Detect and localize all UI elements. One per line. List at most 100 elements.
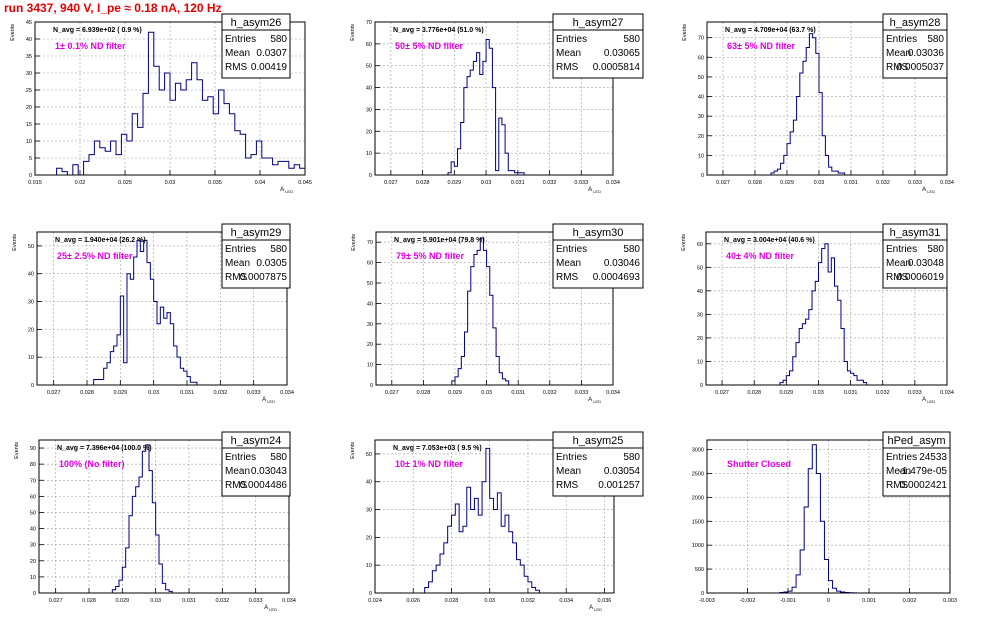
stats-value: 580 bbox=[623, 244, 640, 255]
stats-box bbox=[882, 431, 951, 497]
y-tick-label: 20 bbox=[30, 559, 36, 565]
x-tick-label: 0.03 bbox=[165, 180, 176, 186]
y-tick-label: 40 bbox=[366, 480, 372, 486]
stats-label: RMS bbox=[225, 62, 248, 73]
stats-value: 0.001257 bbox=[598, 480, 640, 491]
x-tick-label: 0.032 bbox=[543, 390, 557, 396]
y-tick-label: 3000 bbox=[692, 448, 704, 454]
stats-value: 0.0007875 bbox=[240, 272, 288, 283]
stats-label: Entries bbox=[556, 452, 587, 463]
x-tick-label: 0.045 bbox=[298, 180, 312, 186]
y-axis-title: Events bbox=[350, 442, 356, 459]
y-tick-label: 30 bbox=[366, 107, 372, 113]
x-tick-label: 0.03 bbox=[148, 390, 159, 396]
histogram-title: h_asym25 bbox=[573, 435, 624, 447]
x-axis-title: A LED bbox=[922, 187, 935, 194]
y-tick-label: 40 bbox=[28, 272, 34, 278]
stats-label: Entries bbox=[556, 244, 587, 255]
histogram-title: h_asym26 bbox=[231, 17, 282, 29]
y-tick-label: 20 bbox=[367, 342, 373, 348]
histogram-panel: -0.003 -0.002 -0.001 0 0.001 0.002 0.003 0 500 10… bbox=[692, 431, 957, 604]
y-tick-label: 70 bbox=[30, 478, 36, 484]
stats-box bbox=[882, 13, 948, 79]
stats-value: 0.0002421 bbox=[900, 480, 948, 491]
y-tick-label: 50 bbox=[366, 452, 372, 458]
x-tick-label: 0.029 bbox=[779, 390, 793, 396]
filter-label: 79± 5% ND filter bbox=[396, 251, 464, 261]
x-tick-label: -0.001 bbox=[780, 598, 796, 604]
x-tick-label: 0.029 bbox=[448, 390, 462, 396]
x-tick-label: 0.033 bbox=[574, 180, 588, 186]
y-tick-label: 500 bbox=[695, 567, 704, 573]
x-tick-label: 0.028 bbox=[82, 598, 96, 604]
histogram-title: h_asym28 bbox=[890, 17, 941, 29]
histogram-series bbox=[56, 31, 306, 176]
x-tick-label: 0.031 bbox=[180, 390, 194, 396]
filter-label: 50± 5% ND filter bbox=[395, 41, 463, 51]
stats-label: Entries bbox=[556, 34, 587, 45]
navg-label: N_avg = 5.901e+04 (79.8 %) bbox=[394, 237, 485, 244]
navg-label: N_avg = 4.709e+04 (63.7 %) bbox=[725, 27, 816, 34]
x-tick-label: 0.03 bbox=[484, 598, 495, 604]
stats-value: 0.0004693 bbox=[593, 272, 641, 283]
stats-value: 0.03054 bbox=[604, 466, 641, 477]
y-tick-label: 60 bbox=[698, 55, 704, 61]
y-tick-label: 30 bbox=[698, 114, 704, 120]
y-tick-label: 10 bbox=[367, 363, 373, 369]
histogram-series bbox=[93, 239, 198, 385]
stats-label: Mean bbox=[556, 466, 581, 477]
histogram-series bbox=[447, 38, 525, 175]
x-tick-label: 0.002 bbox=[903, 598, 917, 604]
navg-label: N_avg = 7.053e+03 ( 9.5 %) bbox=[393, 445, 482, 452]
stats-value: 0.03043 bbox=[251, 466, 288, 477]
stats-label: Entries bbox=[225, 34, 256, 45]
x-tick-label: -0.003 bbox=[699, 598, 715, 604]
y-tick-label: 0 bbox=[370, 383, 373, 389]
stats-box bbox=[552, 13, 644, 79]
histogram-title: hPed_asym bbox=[887, 435, 945, 447]
x-tick-label: 0.033 bbox=[908, 390, 922, 396]
y-tick-label: 20 bbox=[366, 535, 372, 541]
stats-value: 580 bbox=[270, 244, 287, 255]
y-tick-label: 0 bbox=[701, 591, 704, 597]
y-tick-label: 20 bbox=[28, 327, 34, 333]
x-tick-label: 0.031 bbox=[182, 598, 196, 604]
plot-frame bbox=[706, 21, 948, 176]
y-tick-label: 50 bbox=[697, 265, 703, 271]
x-tick-label: 0.03 bbox=[813, 390, 824, 396]
stats-label: Entries bbox=[886, 452, 917, 463]
stats-label: Entries bbox=[886, 244, 917, 255]
y-tick-label: 0 bbox=[29, 173, 32, 179]
y-tick-label: 0 bbox=[369, 591, 372, 597]
y-axis-title: Events bbox=[350, 24, 356, 41]
stats-box bbox=[221, 431, 291, 497]
stats-label: Mean bbox=[225, 48, 250, 59]
stats-label: RMS bbox=[886, 480, 909, 491]
stats-value: 0.03036 bbox=[908, 48, 945, 59]
y-tick-label: 40 bbox=[697, 289, 703, 295]
x-tick-label: 0.027 bbox=[384, 180, 398, 186]
navg-label: N_avg = 3.776e+04 (51.0 %) bbox=[393, 27, 484, 34]
x-tick-label: 0.027 bbox=[49, 598, 63, 604]
y-tick-label: 20 bbox=[26, 105, 32, 111]
y-tick-label: 70 bbox=[366, 20, 372, 26]
y-tick-label: 70 bbox=[698, 36, 704, 42]
y-axis-title: Events bbox=[351, 234, 357, 251]
x-tick-label: 0.034 bbox=[940, 390, 954, 396]
y-tick-label: 20 bbox=[698, 134, 704, 140]
histogram-panel: 0.027 0.028 0.029 0.03 0.031 0.032 0.033 0.034 0… bbox=[351, 223, 644, 404]
y-tick-label: 90 bbox=[30, 446, 36, 452]
stats-label: Mean bbox=[886, 258, 911, 269]
y-axis-title: Events bbox=[681, 234, 687, 251]
x-tick-label: 0.03 bbox=[814, 180, 825, 186]
x-tick-label: 0.02 bbox=[75, 180, 86, 186]
y-tick-label: 30 bbox=[30, 543, 36, 549]
plot-frame bbox=[374, 439, 615, 594]
histogram-panel: 0.027 0.028 0.029 0.03 0.031 0.032 0.033 0.034 0… bbox=[350, 13, 644, 194]
x-axis-title: A LED bbox=[280, 187, 293, 194]
histogram-panel: 0.015 0.02 0.025 0.03 0.035 0.04 0.045 0 5 10 15 20… bbox=[10, 13, 312, 194]
stats-label: RMS bbox=[225, 272, 248, 283]
y-tick-label: 50 bbox=[366, 64, 372, 70]
stats-box bbox=[552, 431, 644, 497]
